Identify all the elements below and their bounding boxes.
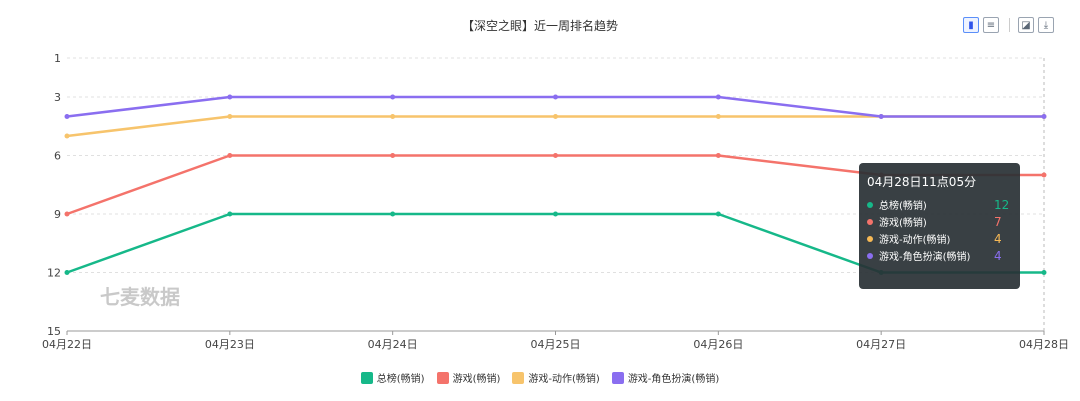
data-point[interactable] <box>553 211 558 217</box>
legend-item[interactable]: 总榜(畅销) <box>360 370 425 385</box>
tooltip-row: 游戏-角色扮演(畅销) 4 <box>867 247 1012 264</box>
tooltip-dot <box>867 235 873 242</box>
tooltip-title: 04月28日11点05分 <box>867 175 977 189</box>
data-point[interactable] <box>1041 270 1047 275</box>
data-point[interactable] <box>64 133 70 139</box>
data-point[interactable] <box>553 153 558 158</box>
data-point[interactable] <box>64 270 70 275</box>
x-tick-label: 04月22日 <box>42 338 92 351</box>
data-point[interactable] <box>715 114 721 119</box>
y-tick-label: 15 <box>47 325 61 338</box>
tooltip-rows: 总榜(畅销) 12 游戏(畅销) 7 游戏-动作(畅销) 4 游戏-角色扮演(畅销) 4 <box>867 196 1012 264</box>
legend-label: 游戏-动作(畅销) <box>528 374 600 385</box>
y-tick-label: 9 <box>54 208 61 221</box>
image-icon[interactable]: ◪ <box>1018 17 1034 33</box>
data-point[interactable] <box>1041 114 1047 119</box>
legend-label: 游戏-角色扮演(畅销) <box>627 374 720 385</box>
chart-toolbar: ▮ ≡ ◪ ⤓ <box>963 17 1058 33</box>
data-point[interactable] <box>227 211 233 217</box>
tooltip-dot <box>867 201 873 208</box>
tooltip-row: 游戏-动作(畅销) 4 <box>867 230 1012 247</box>
tooltip-row: 游戏(畅销) 7 <box>867 213 1012 230</box>
legend-swatch <box>436 371 449 384</box>
watermark: 七麦数据 <box>100 285 180 309</box>
tooltip-series-value: 4 <box>994 248 1002 263</box>
legend-label: 游戏(畅销) <box>452 374 501 385</box>
y-tick-label: 1 <box>54 52 61 65</box>
data-point[interactable] <box>390 114 396 119</box>
data-point[interactable] <box>553 114 558 119</box>
legend-swatch <box>611 371 624 384</box>
x-tick-label: 04月27日 <box>856 338 906 351</box>
data-point[interactable] <box>227 153 233 158</box>
series-line <box>66 95 1044 118</box>
legend-swatch <box>360 371 373 384</box>
tooltip-series-name: 游戏-角色扮演(畅销) <box>879 252 971 263</box>
series-line <box>66 115 1044 138</box>
tooltip-series-name: 游戏-动作(畅销) <box>879 235 951 246</box>
data-point[interactable] <box>64 211 70 217</box>
data-point[interactable] <box>715 211 721 217</box>
y-axis: 1 3 6 9 12 15 <box>47 52 61 338</box>
tooltip-series-value: 12 <box>994 197 1010 212</box>
series-3 <box>64 94 1047 119</box>
legend-item[interactable]: 游戏-动作(畅销) <box>512 370 600 385</box>
bar-chart-icon[interactable]: ▮ <box>963 17 979 33</box>
x-tick-label: 04月26日 <box>693 338 743 351</box>
x-tick-label: 04月24日 <box>368 338 418 351</box>
legend-item[interactable]: 游戏(畅销) <box>436 370 501 385</box>
download-icon[interactable]: ⤓ <box>1038 17 1054 33</box>
legend-item[interactable]: 游戏-角色扮演(畅销) <box>611 370 720 385</box>
chart-title: 【深空之眼】近一周排名趋势 <box>462 18 618 33</box>
y-tick-label: 6 <box>54 150 61 163</box>
chart-legend: 总榜(畅销) 游戏(畅销) 游戏-动作(畅销) 游戏-角色扮演(畅销) <box>0 370 1080 385</box>
tooltip-series-name: 总榜(畅销) <box>879 201 927 212</box>
x-tick-label: 04月25日 <box>531 338 581 351</box>
data-point[interactable] <box>390 153 396 158</box>
x-tick-label: 04月23日 <box>205 338 255 351</box>
data-point[interactable] <box>715 153 721 158</box>
tooltip-dot <box>867 252 873 259</box>
chart-tooltip: 04月28日11点05分 总榜(畅销) 12 游戏(畅销) 7 游戏-动作(畅销) 4 游戏… <box>859 163 1020 289</box>
data-point[interactable] <box>878 114 884 119</box>
data-point[interactable] <box>390 211 396 217</box>
tooltip-series-name: 游戏(畅销) <box>879 218 927 229</box>
legend-swatch <box>512 371 525 384</box>
data-point[interactable] <box>715 94 721 100</box>
y-tick-label: 12 <box>47 267 61 280</box>
data-point[interactable] <box>553 94 558 100</box>
x-axis: 04月22日 04月23日 04月24日 04月25日 04月26日 04月27日 04月2… <box>42 331 1069 351</box>
tooltip-row: 总榜(畅销) 12 <box>867 196 1012 213</box>
data-point[interactable] <box>227 114 233 119</box>
y-tick-label: 3 <box>54 91 61 104</box>
legend-label: 总榜(畅销) <box>376 374 425 385</box>
tooltip-series-value: 7 <box>994 214 1002 229</box>
x-tick-label: 04月28日 <box>1019 338 1069 351</box>
tooltip-series-value: 4 <box>994 231 1002 246</box>
list-icon[interactable]: ≡ <box>983 17 999 33</box>
data-point[interactable] <box>1041 172 1047 178</box>
data-point[interactable] <box>64 114 70 119</box>
toolbar-divider <box>1009 18 1010 32</box>
tooltip-dot <box>867 218 873 225</box>
data-point[interactable] <box>390 94 396 100</box>
data-point[interactable] <box>227 94 233 100</box>
